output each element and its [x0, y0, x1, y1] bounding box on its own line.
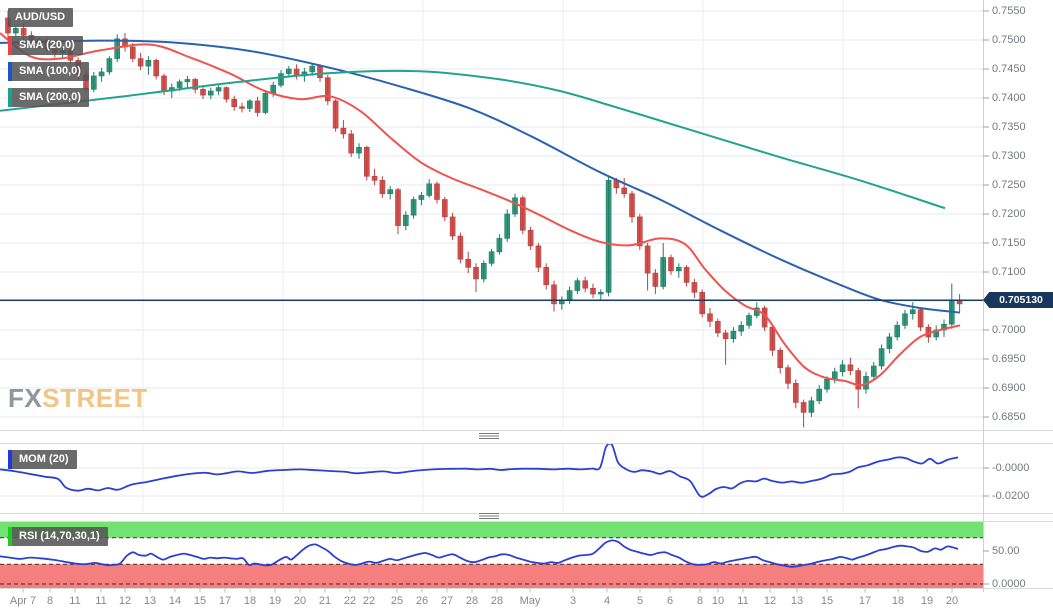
mom-tick-label: -0.0200	[992, 490, 1030, 502]
last-price-badge: 0.705130	[983, 292, 1053, 308]
price-tick-label: 0.7150	[992, 237, 1026, 249]
time-tick-label: 11	[95, 595, 107, 607]
time-tick-label: Apr 7	[9, 595, 37, 607]
panel-resize-grip-bottom[interactable]	[479, 513, 499, 521]
sma100-label: SMA (100,0)	[19, 65, 81, 77]
time-tick-label: 19	[268, 595, 282, 607]
price-tick-label: 0.6900	[992, 382, 1026, 394]
mom-label: MOM (20)	[19, 453, 69, 465]
mom-tick-label: -0.0000	[992, 462, 1030, 474]
price-tick-label: 0.7250	[992, 179, 1026, 191]
symbol-label: AUD/USD	[15, 11, 66, 23]
time-tick-label: 13	[790, 595, 804, 607]
time-tick-label: 11	[69, 595, 81, 607]
time-tick-label: 3	[569, 595, 577, 607]
legend-rsi[interactable]: RSI (14,70,30,1)	[8, 527, 108, 546]
watermark-street: STREET	[42, 383, 148, 413]
time-tick-label: 8	[46, 595, 54, 607]
legend-sma200[interactable]: SMA (200,0)	[8, 88, 89, 107]
price-tick-label: 0.6950	[992, 353, 1026, 365]
rsi-label: RSI (14,70,30,1)	[19, 530, 100, 542]
legend-symbol[interactable]: AUD/USD	[8, 8, 74, 27]
rsi-color-strip	[8, 527, 12, 546]
time-tick-label: 13	[143, 595, 157, 607]
time-tick-label: 5	[636, 595, 644, 607]
time-tick-label: 11	[737, 595, 749, 607]
time-tick-label: 17	[218, 595, 232, 607]
time-tick-label: 15	[820, 595, 834, 607]
rsi-tick-label: 0.0000	[992, 578, 1026, 590]
time-tick-label: 22	[362, 595, 376, 607]
time-tick-label: 22	[343, 595, 357, 607]
time-tick-label: 4	[603, 595, 611, 607]
sma20-label: SMA (20,0)	[19, 39, 75, 51]
time-tick-label: 15	[193, 595, 207, 607]
mom-color-strip	[8, 450, 12, 469]
sma200-label: SMA (200,0)	[19, 91, 81, 103]
price-tick-label: 0.7200	[992, 208, 1026, 220]
price-tick-label: 0.7450	[992, 63, 1026, 75]
time-tick-label: 18	[891, 595, 905, 607]
price-tick-label: 0.7500	[992, 34, 1026, 46]
time-tick-label: 21	[318, 595, 332, 607]
time-tick-label: 28	[490, 595, 504, 607]
price-tick-label: 0.7550	[992, 5, 1026, 17]
time-tick-label: 28	[465, 595, 479, 607]
last-price-value: 0.705130	[999, 294, 1043, 306]
time-tick-label: 14	[168, 595, 182, 607]
time-tick-label: 27	[440, 595, 454, 607]
legend-mom[interactable]: MOM (20)	[8, 450, 77, 469]
price-tick-label: 0.7350	[992, 121, 1026, 133]
time-tick-label: 6	[666, 595, 674, 607]
time-tick-label: 12	[118, 595, 132, 607]
time-tick-label: 8	[696, 595, 704, 607]
time-tick-label: 26	[415, 595, 429, 607]
sma200-color-strip	[8, 88, 12, 107]
price-tick-label: 0.7000	[992, 324, 1026, 336]
time-tick-label: 19	[920, 595, 934, 607]
sma100-color-strip	[8, 62, 12, 81]
watermark-fx: FX	[8, 383, 43, 413]
time-tick-label: May	[519, 595, 541, 607]
price-tick-label: 0.7400	[992, 92, 1026, 104]
panel-resize-grip-top[interactable]	[479, 433, 499, 441]
price-tick-label: 0.6850	[992, 411, 1026, 423]
time-tick-label: 25	[390, 595, 404, 607]
sma20-color-strip	[8, 36, 12, 55]
time-tick-label: 20	[945, 595, 959, 607]
price-tick-label: 0.7300	[992, 150, 1026, 162]
time-tick-label: 17	[858, 595, 872, 607]
fxstreet-watermark: FXSTREET	[8, 383, 148, 414]
time-tick-label: 18	[243, 595, 257, 607]
time-tick-label: 12	[763, 595, 777, 607]
time-tick-label: 20	[293, 595, 307, 607]
price-tick-label: 0.7100	[992, 266, 1026, 278]
legend-sma20[interactable]: SMA (20,0)	[8, 36, 83, 55]
rsi-tick-label: 50.00	[992, 545, 1020, 557]
time-tick-label: 10	[711, 595, 725, 607]
legend-sma100[interactable]: SMA (100,0)	[8, 62, 89, 81]
